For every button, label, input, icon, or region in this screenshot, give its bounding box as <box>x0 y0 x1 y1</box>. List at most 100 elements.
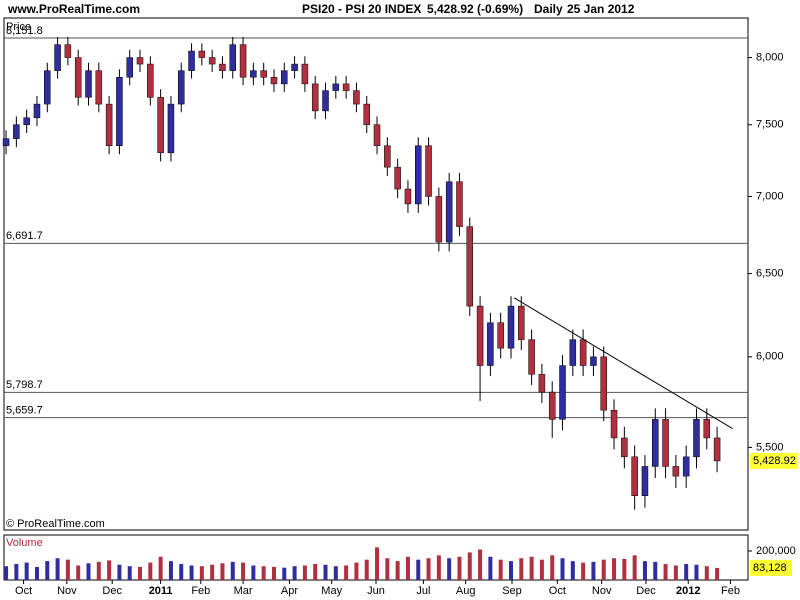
volume-bar <box>663 564 668 580</box>
x-tick-label: Feb <box>721 585 740 597</box>
candle-body <box>682 456 690 477</box>
candle-body <box>610 409 618 439</box>
volume-bar <box>529 556 534 580</box>
volume-bar <box>447 558 452 580</box>
volume-bar <box>55 558 60 580</box>
candle-body <box>363 103 370 125</box>
volume-bar <box>498 559 503 580</box>
volume-bar <box>65 559 70 580</box>
candle-body <box>208 57 216 65</box>
price-label: Price <box>6 21 31 33</box>
candle-body <box>116 76 123 146</box>
volume-bar <box>436 555 441 580</box>
candle-body <box>384 145 391 168</box>
candle-body <box>538 374 546 393</box>
last-volume-box <box>750 559 792 576</box>
volume-bar <box>550 555 555 580</box>
candle-body <box>229 44 237 71</box>
candle-body <box>703 419 711 439</box>
candle-body <box>559 365 566 420</box>
volume-bar <box>179 564 184 580</box>
candle-body <box>74 57 82 98</box>
volume-bar <box>230 561 235 580</box>
period: Daily <box>534 2 563 16</box>
x-tick-label: Nov <box>57 585 77 597</box>
candle-body <box>569 339 577 366</box>
volume-bar <box>385 558 390 580</box>
candle-body <box>270 76 278 85</box>
last-price-box <box>750 452 798 469</box>
volume-bar <box>96 561 101 580</box>
level-label: 8,151.8 <box>6 25 43 37</box>
candle-body <box>425 145 432 197</box>
candle-body <box>487 322 494 366</box>
candle-body <box>311 83 319 112</box>
volume-bar <box>45 561 50 580</box>
candle-body <box>13 124 20 139</box>
volume-bar <box>251 565 256 580</box>
y-tick-label: 6,500 <box>756 267 784 279</box>
candle-body <box>456 181 463 227</box>
candle-body <box>621 437 628 458</box>
candle-body <box>672 466 680 477</box>
x-tick-label: Feb <box>191 585 210 597</box>
candle-body <box>652 419 659 467</box>
volume-bar <box>653 561 658 580</box>
candle-body <box>548 391 556 420</box>
volume-bar <box>694 564 699 580</box>
candle-body <box>219 63 226 71</box>
volume-bar <box>560 558 565 580</box>
y-tick-label: 5,500 <box>756 441 784 453</box>
candle-body <box>590 356 597 366</box>
candle-body <box>198 50 206 58</box>
volume-bar <box>117 564 122 580</box>
date: 25 Jan 2012 <box>567 2 635 16</box>
y-tick-label: 7,000 <box>756 190 784 202</box>
volume-bar <box>508 561 513 580</box>
volume-bar <box>405 556 410 580</box>
x-tick-label: Apr <box>281 585 298 597</box>
volume-bar <box>478 549 483 580</box>
x-tick-label: Nov <box>592 585 612 597</box>
candle-body <box>147 63 154 98</box>
candle-body <box>136 57 144 65</box>
candle-body <box>239 44 247 78</box>
candle-body <box>2 138 10 146</box>
candle-body <box>353 90 360 105</box>
candle-body <box>64 44 72 58</box>
candle-body <box>281 70 288 85</box>
volume-bar <box>313 564 318 580</box>
candle-body <box>250 70 257 78</box>
volume-bar <box>24 562 29 580</box>
site: www.ProRealTime.com <box>7 2 140 16</box>
candle-body <box>332 83 340 91</box>
volume-bar <box>158 556 163 580</box>
trendline <box>513 297 733 430</box>
x-tick-label: Aug <box>456 585 476 597</box>
volume-bar <box>488 556 493 580</box>
volume-bar <box>138 566 143 580</box>
x-tick-label: Oct <box>549 585 566 597</box>
x-tick-label: 2012 <box>676 585 700 597</box>
candle-body <box>188 50 195 71</box>
candle-body <box>662 419 669 467</box>
volume-bar <box>457 556 462 580</box>
volume-bar <box>581 562 586 580</box>
candle-body <box>404 188 412 205</box>
volume-bar <box>622 558 627 580</box>
x-tick-label: Jul <box>416 585 430 597</box>
candle-body <box>631 456 638 497</box>
candle-body <box>528 339 535 375</box>
candle-body <box>414 145 422 205</box>
candle-body <box>85 70 92 98</box>
x-tick-label: May <box>321 585 342 597</box>
level-label: 5,659.7 <box>6 404 43 416</box>
volume-bar <box>189 565 194 580</box>
volume-bar <box>292 566 297 580</box>
quote: 5,428.92 (-0.69%) <box>427 2 523 16</box>
volume-bar <box>4 566 9 580</box>
volume-bar <box>426 558 431 580</box>
volume-bar <box>302 565 307 580</box>
volume-bar <box>333 566 338 580</box>
